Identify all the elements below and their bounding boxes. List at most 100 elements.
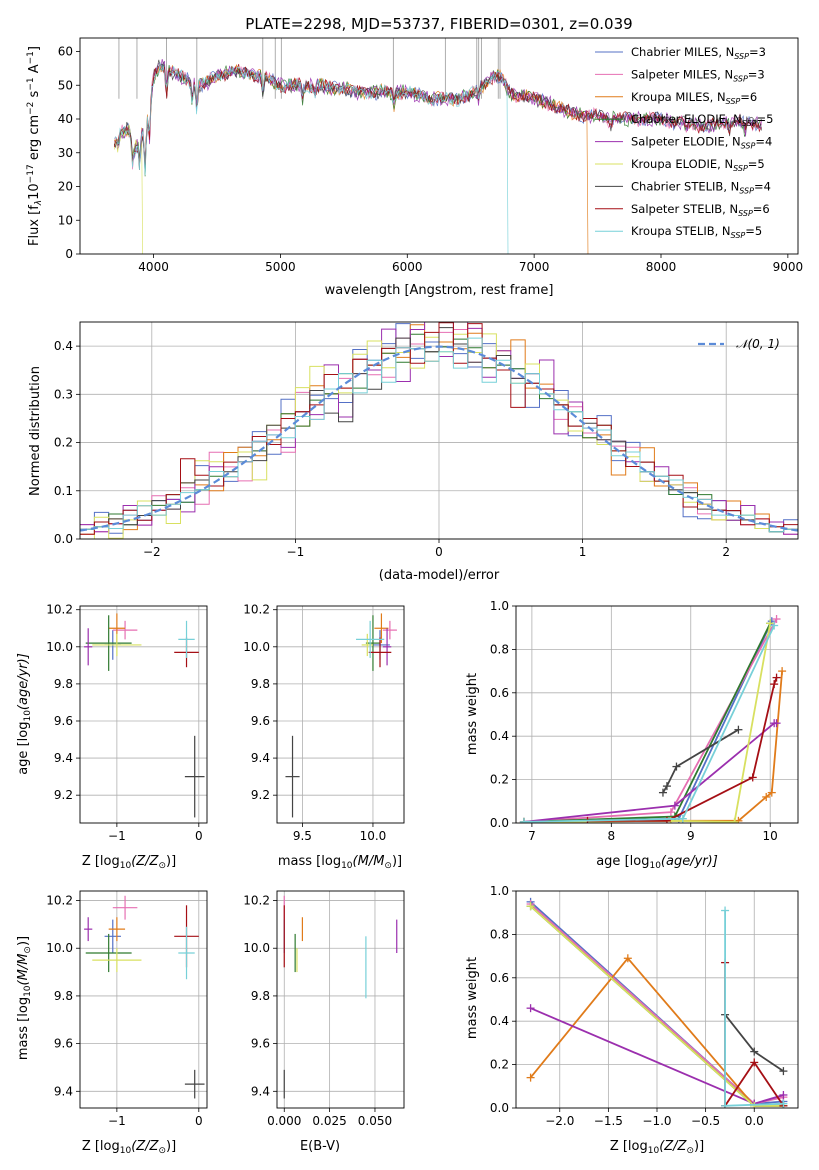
- x-tick-label: 0.025: [312, 1114, 346, 1128]
- y-tick-label: 0.3: [54, 387, 73, 401]
- x-tick-label: 8000: [646, 260, 677, 274]
- weight-age-xlabel: age [log10(age/yr)]: [596, 854, 718, 871]
- plus-marker: [762, 792, 771, 801]
- ebv-xlabel: E(B-V): [300, 1139, 340, 1154]
- x-tick-label: 8: [608, 829, 616, 843]
- weight-series-line: [523, 625, 776, 823]
- y-tick-label: 50: [58, 78, 73, 92]
- plus-marker: [670, 801, 679, 810]
- y-tick-label: 9.6: [54, 714, 73, 728]
- weight-series-line: [523, 623, 772, 823]
- error-bar-point: [92, 633, 142, 657]
- x-tick-label: 9.5: [293, 829, 312, 843]
- y-tick-label: 9.8: [54, 677, 73, 691]
- legend-label: Chabrier STELIB, NSSP=4: [631, 179, 771, 195]
- error-bar-point: [104, 919, 121, 953]
- x-tick-label: 7000: [519, 260, 550, 274]
- age-vs-metallicity-panel: −1 0 9.2 9.4 9.6 9.8 10.0 10.2: [46, 603, 208, 843]
- y-tick-label: 0.1: [54, 484, 73, 498]
- plus-marker: [750, 1101, 759, 1108]
- mass-z-xlabel: Z [log10(Z/Z⊙)]: [82, 1139, 176, 1156]
- plus-marker: [767, 788, 776, 797]
- x-tick-label: 0: [435, 545, 443, 559]
- y-tick-label: 30: [58, 146, 73, 160]
- axes-frame: [276, 890, 405, 1109]
- y-tick-label: 0.8: [490, 642, 509, 656]
- y-tick-label: 0.6: [490, 971, 509, 985]
- plus-marker: [721, 906, 730, 915]
- axes-frame: [79, 37, 799, 255]
- error-bar-point: [108, 917, 126, 942]
- error-bar-point: [84, 628, 93, 666]
- residuals-panel: −2 −1 0 1 2 0.0 0.1 0.2 0.3 0.4 𝒩(0, 1): [54, 321, 799, 559]
- weight-vs-age-panel: 7 8 9 10 0.0 0.2 0.4 0.6 0.8 1.0: [490, 599, 799, 843]
- legend-label: Kroupa ELODIE, NSSP=5: [631, 157, 765, 173]
- y-tick-label: 9.8: [54, 989, 73, 1003]
- axes-frame: [79, 890, 208, 1109]
- plus-marker: [772, 719, 781, 728]
- plus-marker: [526, 902, 535, 911]
- plus-marker: [666, 808, 675, 817]
- y-tick-label: 9.4: [251, 751, 270, 765]
- error-bar-point: [92, 948, 142, 973]
- x-tick-label: −1: [108, 1114, 126, 1128]
- error-bar-point: [382, 620, 397, 640]
- y-tick-label: 0.8: [490, 927, 509, 941]
- y-tick-label: 9.4: [54, 751, 73, 765]
- axes-frame: [276, 605, 405, 824]
- plus-marker: [662, 782, 671, 791]
- plus-marker: [750, 1058, 759, 1067]
- plus-marker: [750, 1047, 759, 1056]
- y-tick-label: 10.2: [46, 603, 73, 617]
- y-tick-label: 0.2: [54, 436, 73, 450]
- plus-marker: [772, 615, 781, 624]
- y-tick-label: 9.6: [251, 714, 270, 728]
- y-tick-label: 10.0: [46, 640, 73, 654]
- spectrum-panel: 4000 5000 6000 7000 8000 9000 0 10 20 30 40 50 60 Cha…: [58, 37, 803, 274]
- y-tick-label: 40: [58, 112, 73, 126]
- x-tick-label: −1: [287, 545, 305, 559]
- spectrum-series-line: [113, 62, 509, 254]
- x-tick-label: 2: [722, 545, 730, 559]
- x-tick-label: 1: [579, 545, 587, 559]
- y-tick-label: 9.8: [251, 677, 270, 691]
- legend-label: Salpeter ELODIE, NSSP=4: [631, 135, 772, 151]
- plus-marker: [678, 814, 687, 823]
- y-tick-label: 20: [58, 180, 73, 194]
- legend-label: Chabrier MILES, NSSP=3: [631, 45, 766, 61]
- x-tick-label: 0.000: [267, 1114, 301, 1128]
- x-tick-label: 10: [763, 829, 778, 843]
- error-bar-point: [85, 615, 132, 671]
- x-tick-label: −1.5: [594, 1114, 623, 1128]
- y-tick-label: 9.2: [251, 788, 270, 802]
- mass-z-ylabel: mass [log10(M/M⊙)]: [16, 936, 33, 1060]
- x-tick-label: 0.050: [358, 1114, 392, 1128]
- x-tick-label: 4000: [138, 260, 169, 274]
- y-tick-label: 0.0: [490, 816, 509, 830]
- age-z-xlabel: Z [log10(Z/Z⊙)]: [82, 854, 176, 871]
- plus-marker: [734, 725, 743, 734]
- error-bar-point: [85, 933, 132, 973]
- plus-marker: [672, 762, 681, 771]
- normal-reference-curve: [80, 345, 798, 532]
- y-tick-label: 0.4: [490, 1014, 509, 1028]
- histogram-series: [80, 337, 798, 533]
- x-tick-label: −2.0: [545, 1114, 574, 1128]
- x-tick-label: 5000: [265, 260, 296, 274]
- y-tick-label: 0.0: [490, 1101, 509, 1115]
- y-tick-label: 10.2: [243, 894, 270, 908]
- axes-frame: [515, 890, 799, 1109]
- y-tick-label: 9.6: [54, 1037, 73, 1051]
- spectrum-ylabel: Flux [fλ10−17 erg cm−2 s−1 A−1]: [26, 46, 44, 246]
- plus-marker: [730, 817, 739, 823]
- age-vs-mass-panel: 9.5 10.0 9.2 9.4 9.6 9.8 10.0 10.2: [243, 603, 405, 843]
- y-tick-label: 1.0: [490, 884, 509, 898]
- x-tick-label: 0: [195, 1114, 203, 1128]
- spectrum-legend: Chabrier MILES, NSSP=3 Salpeter MILES, NS…: [595, 45, 773, 240]
- error-bar-point: [184, 1069, 205, 1099]
- plus-marker: [658, 788, 667, 797]
- weight-series-line: [523, 620, 773, 823]
- y-tick-label: 9.2: [54, 788, 73, 802]
- weight-series-line: [662, 728, 739, 794]
- weight-vs-metallicity-panel: −2.0 −1.5 −1.0 −0.5 0.0 0.0 0.2 0.4 0.6 0.8 1.0: [490, 884, 799, 1128]
